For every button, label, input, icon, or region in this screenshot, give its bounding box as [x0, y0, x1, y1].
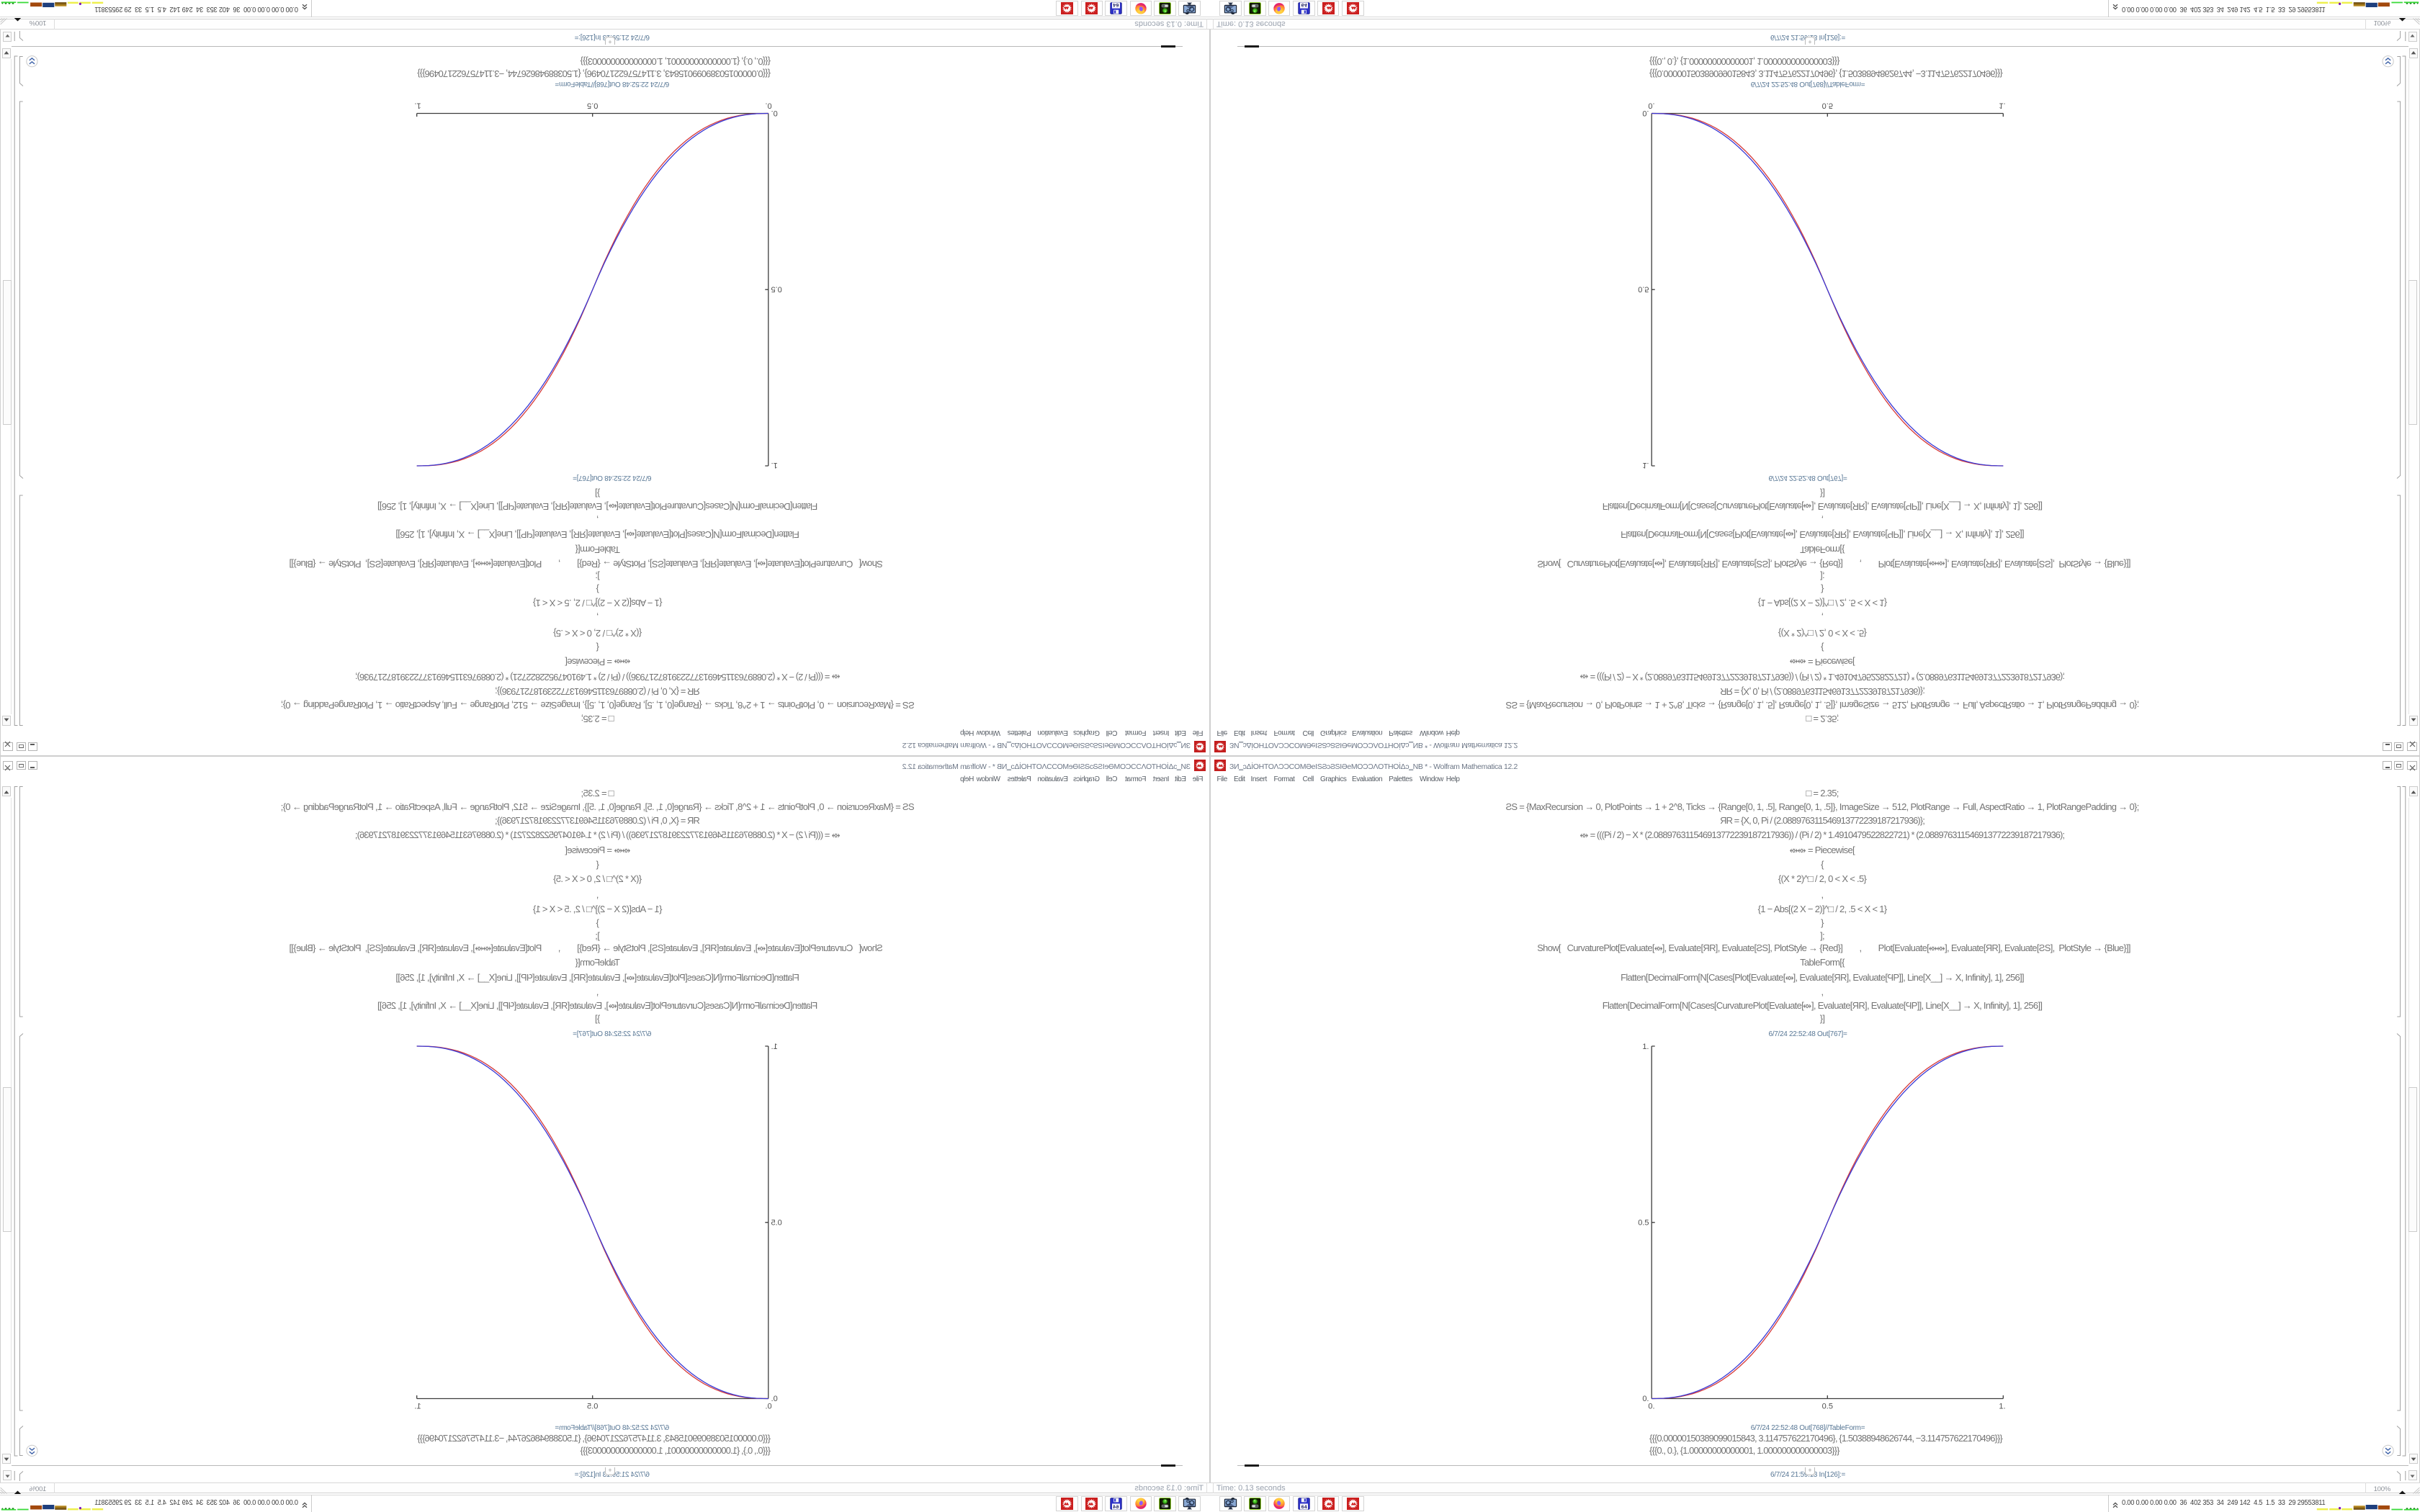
svg-text:0.5: 0.5 — [1822, 1403, 1833, 1411]
svg-text:1.: 1. — [1999, 1403, 2005, 1411]
svg-text:1.: 1. — [414, 102, 421, 110]
svg-text:0.: 0. — [1648, 102, 1654, 110]
svg-text:0.: 0. — [1648, 1403, 1654, 1411]
svg-text:0.: 0. — [1642, 1395, 1649, 1403]
svg-text:64: 64 — [1113, 3, 1119, 8]
svg-text:0.5: 0.5 — [587, 102, 598, 110]
svg-text:0.5: 0.5 — [1638, 285, 1649, 294]
svg-text:0.5: 0.5 — [771, 285, 782, 294]
svg-text:0.: 0. — [765, 1403, 771, 1411]
svg-text:64: 64 — [1301, 1504, 1307, 1509]
svg-text:1.: 1. — [1642, 1043, 1649, 1051]
svg-text:1.: 1. — [414, 1403, 421, 1411]
svg-text:0.: 0. — [771, 1395, 778, 1403]
svg-text:0.: 0. — [765, 102, 771, 110]
svg-text:1.: 1. — [771, 461, 778, 469]
svg-text:0.5: 0.5 — [771, 1219, 782, 1228]
svg-text:0.5: 0.5 — [1822, 102, 1833, 110]
svg-text:1.: 1. — [771, 1043, 778, 1051]
svg-text:0.: 0. — [771, 109, 778, 117]
svg-text:0.5: 0.5 — [587, 1403, 598, 1411]
svg-text:64: 64 — [1113, 1504, 1119, 1509]
svg-text:0.: 0. — [1642, 109, 1649, 117]
svg-text:1.: 1. — [1642, 461, 1649, 469]
svg-text:1.: 1. — [1999, 102, 2005, 110]
svg-text:64: 64 — [1301, 3, 1307, 8]
svg-text:0.5: 0.5 — [1638, 1219, 1649, 1228]
